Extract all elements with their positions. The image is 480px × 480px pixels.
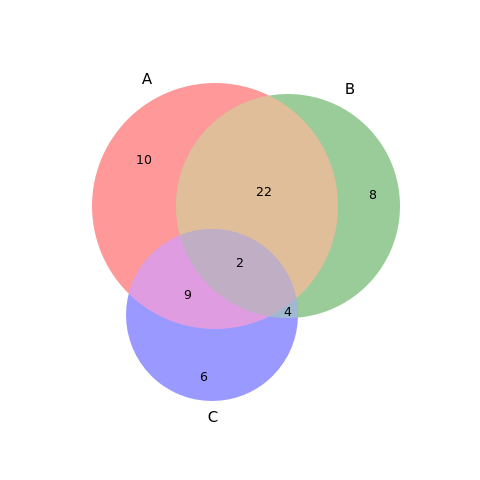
set-c-label: C [208,408,218,426]
set-b-label: B [345,80,355,98]
region-bc-count: 4 [284,304,292,319]
set-a-label: A [142,70,153,88]
region-c-only-count: 6 [200,369,208,384]
region-ab-count: 22 [256,184,272,199]
region-ac-count: 9 [184,287,192,302]
region-abc-count: 2 [236,255,244,270]
region-a-only-count: 10 [136,152,152,167]
region-b-only-count: 8 [369,187,377,202]
